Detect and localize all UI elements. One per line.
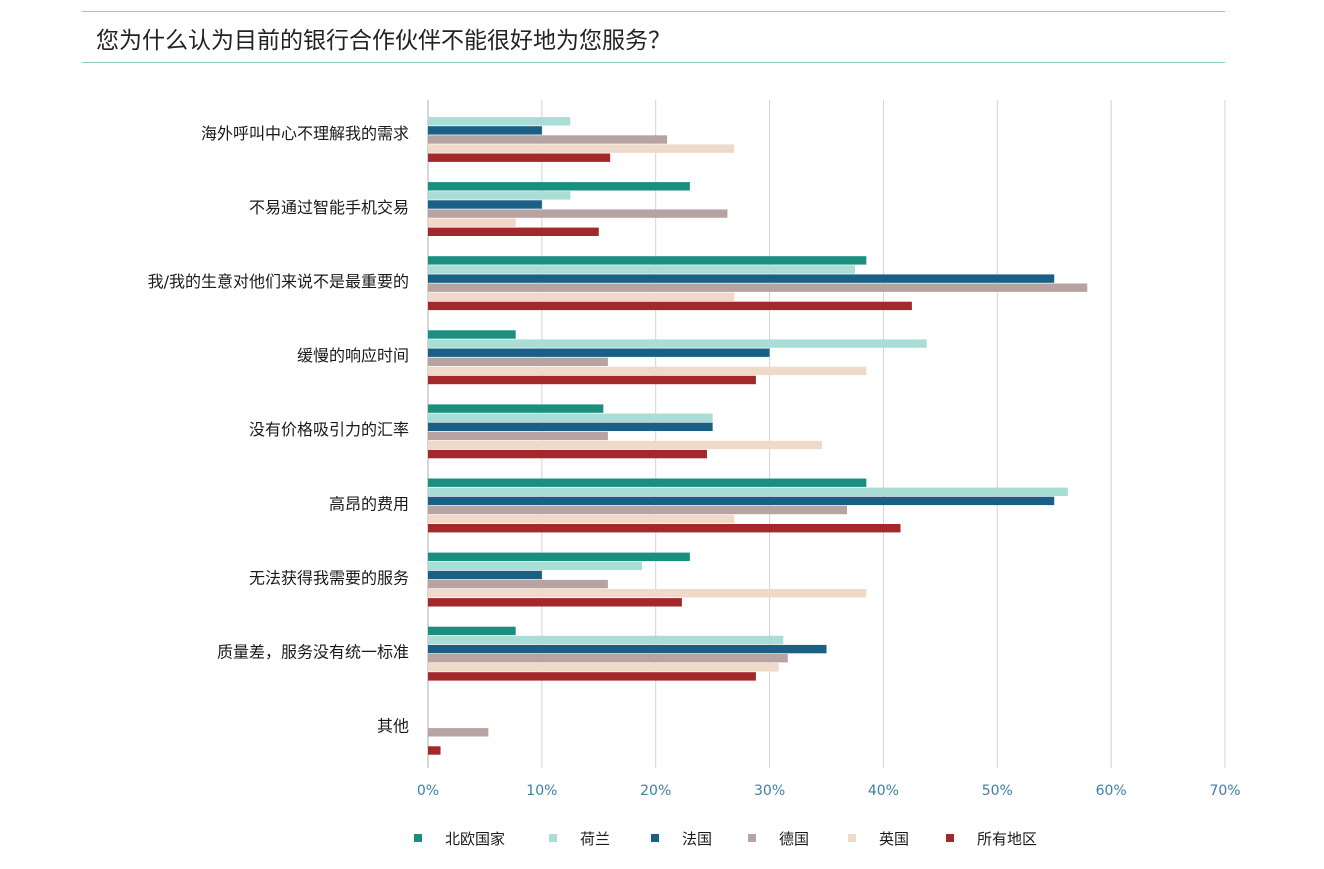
x-tick-label: 30% [754, 783, 785, 799]
bar-3-3 [428, 357, 608, 366]
bar-6-2 [428, 570, 542, 580]
bar-4-2 [428, 422, 713, 431]
bar-0-3 [428, 135, 668, 144]
category-label: 质量差，服务没有统一标准 [217, 643, 409, 662]
bar-3-5 [428, 375, 756, 385]
category-label: 无法获得我需要的服务 [249, 568, 409, 587]
bar-0-1 [428, 117, 571, 126]
x-tick-label: 20% [640, 783, 671, 799]
legend-swatch-5 [946, 834, 954, 842]
legend-label: 法国 [682, 830, 712, 848]
legend-swatch-0 [414, 834, 422, 842]
bar-4-3 [428, 431, 608, 441]
bar-6-1 [428, 561, 643, 571]
bar-2-1 [428, 265, 855, 274]
title-rule-top [82, 11, 1225, 12]
legend-swatch-1 [549, 834, 557, 842]
bar-1-2 [428, 200, 542, 209]
bar-2-4 [428, 292, 735, 301]
x-tick-label: 40% [868, 783, 899, 799]
bar-7-1 [428, 635, 784, 645]
bar-7-2 [428, 644, 827, 654]
bar-5-2 [428, 496, 1055, 506]
bar-3-0 [428, 330, 516, 339]
bar-7-4 [428, 663, 779, 672]
bar-2-0 [428, 256, 867, 265]
bar-5-0 [428, 478, 867, 487]
bar-7-5 [428, 672, 756, 681]
bar-7-3 [428, 654, 788, 663]
legend-label: 英国 [879, 830, 909, 848]
x-tick-label: 50% [982, 783, 1013, 799]
bar-6-4 [428, 589, 867, 598]
bar-5-1 [428, 487, 1068, 496]
bar-6-0 [428, 552, 690, 561]
legend-swatch-4 [848, 834, 856, 842]
bar-2-2 [428, 274, 1055, 283]
category-label: 我/我的生意对他们来说不是最重要的 [148, 272, 409, 291]
x-tick-label: 0% [417, 783, 439, 799]
x-tick-label: 70% [1209, 783, 1240, 799]
bar-1-0 [428, 182, 690, 191]
legend-label: 所有地区 [977, 830, 1037, 848]
bar-1-3 [428, 209, 728, 218]
x-tick-label: 10% [526, 783, 557, 799]
bar-4-5 [428, 449, 707, 459]
legend-label: 北欧国家 [445, 830, 505, 848]
category-label: 海外呼叫中心不理解我的需求 [201, 124, 409, 143]
category-label: 高昂的费用 [329, 494, 409, 513]
legend-swatch-2 [651, 834, 659, 842]
bar-6-3 [428, 579, 608, 589]
bar-5-5 [428, 524, 901, 533]
chart-title: 您为什么认为目前的银行合作伙伴不能很好地为您服务？ [96, 28, 671, 54]
legend-label: 荷兰 [580, 830, 610, 848]
bar-3-2 [428, 348, 770, 357]
bar-1-4 [428, 218, 516, 227]
bar-1-5 [428, 227, 599, 236]
bar-0-5 [428, 153, 611, 162]
bar-7-0 [428, 626, 516, 636]
category-label: 缓慢的响应时间 [297, 346, 409, 365]
bar-0-2 [428, 126, 542, 135]
bar-4-0 [428, 404, 604, 413]
legend-swatch-3 [748, 834, 756, 842]
category-label: 其他 [377, 717, 409, 736]
legend-label: 德国 [779, 830, 809, 848]
bar-8-3 [428, 728, 489, 737]
bar-4-1 [428, 413, 713, 422]
category-label: 不易通过智能手机交易 [249, 198, 409, 217]
bar-1-1 [428, 191, 571, 200]
bar-3-4 [428, 366, 867, 376]
bar-8-5 [428, 746, 441, 755]
bar-0-4 [428, 144, 735, 153]
bar-2-3 [428, 283, 1088, 292]
bar-5-3 [428, 505, 847, 515]
bar-4-4 [428, 440, 822, 450]
title-rule-bottom [82, 62, 1225, 63]
bar-6-5 [428, 598, 682, 607]
x-tick-label: 60% [1096, 783, 1127, 799]
bar-5-4 [428, 514, 735, 524]
bar-3-1 [428, 339, 927, 348]
category-label: 没有价格吸引力的汇率 [249, 420, 409, 439]
bar-2-5 [428, 301, 912, 311]
